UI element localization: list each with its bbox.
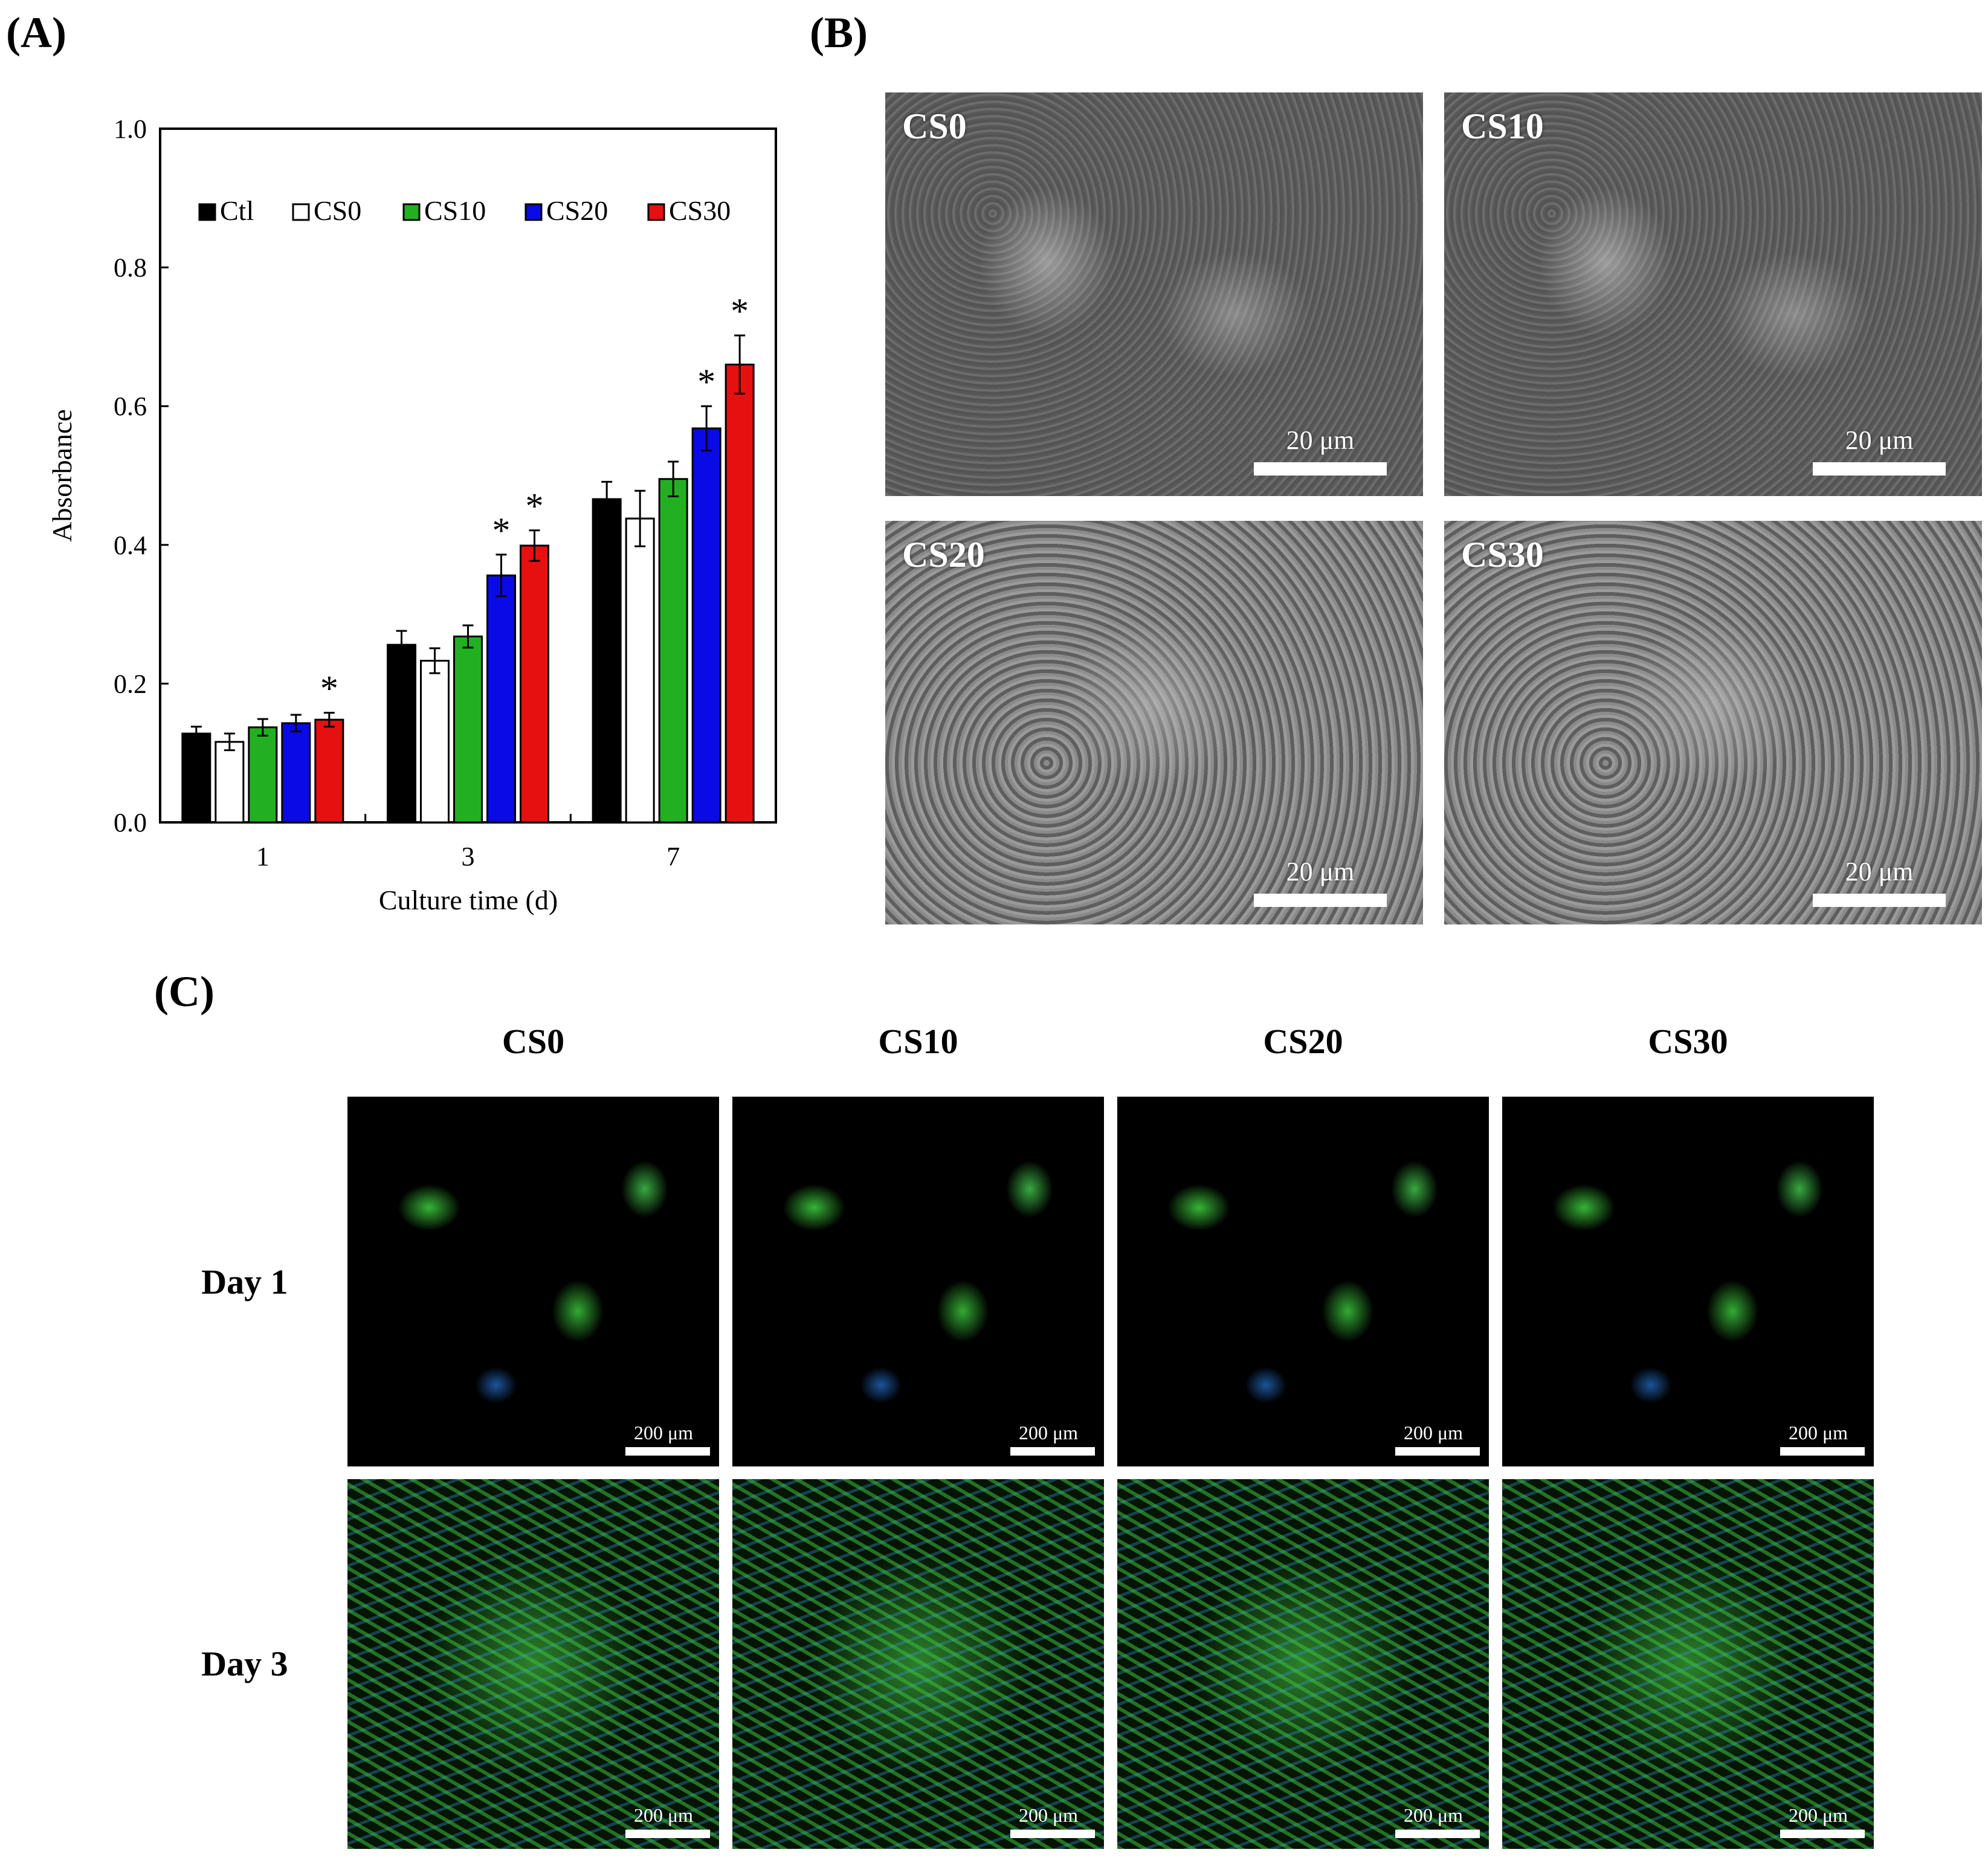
fluorescence-image-day3-cs30: 200 μm	[1502, 1479, 1874, 1849]
scale-text: 200 μm	[633, 1422, 694, 1443]
bar-cs20-day1	[281, 722, 311, 824]
bar-cs0-day7	[625, 517, 655, 824]
column-header-cs10: CS10	[878, 1022, 958, 1061]
column-header-cs30: CS30	[1648, 1022, 1728, 1061]
bar-cs10-day1	[248, 726, 278, 824]
scale-bar	[1780, 1830, 1865, 1838]
significance-marker: *	[697, 362, 715, 402]
scale-bar	[1813, 894, 1946, 907]
scale-text: 20 μm	[1286, 857, 1355, 886]
panel-label-b: (B)	[810, 8, 868, 57]
sem-image-cs10: CS10 20 μm	[1444, 92, 1982, 496]
bar-cs0-day3	[420, 660, 450, 824]
x-axis: 1 3 7	[256, 814, 680, 871]
column-header-cs0: CS0	[502, 1022, 565, 1061]
y-tick-label: 0.0	[114, 808, 147, 837]
scale-text: 200 μm	[633, 1804, 694, 1826]
x-tick-label: 3	[462, 842, 475, 871]
bar-series: * * * * *	[181, 291, 755, 824]
fluorescence-image-day1-cs0: 200 μm	[347, 1097, 719, 1466]
fluorescence-image-day3-cs10: 200 μm	[732, 1479, 1104, 1849]
scale-text: 20 μm	[1286, 425, 1355, 455]
sem-image-cs30: CS30 20 μm	[1444, 521, 1982, 924]
legend: Ctl CS0 CS10 CS20 CS30	[198, 195, 731, 226]
sem-image-cs20: CS20 20 μm	[885, 521, 1423, 924]
sem-label: CS0	[902, 106, 967, 146]
bar-cs10-day7	[658, 478, 688, 824]
legend-swatch-cs20	[524, 203, 543, 221]
sem-label: CS30	[1461, 535, 1544, 575]
scale-text: 200 μm	[1403, 1422, 1464, 1443]
legend-label-cs0: CS0	[314, 195, 361, 226]
scale-text: 200 μm	[1788, 1804, 1848, 1826]
scale-bar	[1813, 462, 1946, 476]
column-header-cs20: CS20	[1263, 1022, 1343, 1061]
sem-image-cs0: CS0 20 μm	[885, 92, 1423, 496]
legend-label-ctl: Ctl	[220, 195, 254, 226]
fluorescence-image-day3-cs20: 200 μm	[1117, 1479, 1489, 1849]
scale-text: 200 μm	[1018, 1804, 1079, 1826]
scale-bar	[1254, 894, 1387, 907]
legend-label-cs30: CS30	[669, 195, 731, 226]
row-header-day3: Day 3	[201, 1644, 288, 1683]
scale-bar	[1010, 1830, 1095, 1838]
bar-cs20-day3	[486, 574, 516, 824]
legend-swatch-cs30	[647, 203, 665, 221]
fluorescence-image-day3-cs0: 200 μm	[347, 1479, 719, 1849]
bar-cs0-day1	[215, 741, 245, 824]
legend-swatch-cs0	[292, 203, 310, 221]
legend-swatch-cs10	[402, 203, 421, 221]
significance-marker: *	[492, 511, 511, 550]
scale-bar	[625, 1830, 710, 1838]
bar-cs30-day3	[520, 544, 549, 824]
bar-ctl-day1	[181, 732, 211, 824]
scale-bar	[1010, 1447, 1095, 1456]
y-tick-label: 0.6	[114, 392, 147, 421]
bar-ctl-day7	[592, 498, 622, 824]
y-tick-label: 0.2	[114, 669, 147, 698]
x-tick-label: 7	[666, 842, 680, 871]
sem-label: CS10	[1461, 106, 1544, 146]
scale-text: 20 μm	[1845, 425, 1914, 455]
significance-marker: *	[320, 669, 338, 709]
scale-bar	[1254, 462, 1387, 476]
bar-cs20-day7	[691, 427, 721, 824]
row-header-day1: Day 1	[201, 1262, 288, 1302]
bar-ctl-day3	[387, 644, 416, 824]
sem-label: CS20	[902, 535, 985, 575]
bar-cs10-day3	[453, 635, 483, 824]
significance-marker: *	[731, 291, 749, 331]
bar-cs30-day7	[725, 363, 755, 824]
y-tick-label: 0.4	[114, 531, 147, 560]
y-tick-label: 1.0	[114, 114, 147, 144]
scale-bar	[1395, 1447, 1480, 1456]
scale-text: 200 μm	[1788, 1422, 1848, 1443]
legend-swatch-ctl	[198, 203, 216, 221]
fluorescence-image-day1-cs20: 200 μm	[1117, 1097, 1489, 1466]
bar-cs30-day1	[314, 718, 344, 824]
panel-label-a: (A)	[6, 8, 66, 57]
scale-text: 200 μm	[1018, 1422, 1079, 1443]
x-axis-label: Culture time (d)	[379, 885, 558, 915]
fluorescence-image-day1-cs10: 200 μm	[732, 1097, 1104, 1466]
scale-text: 200 μm	[1403, 1804, 1464, 1826]
y-axis: 0.0 0.2 0.4 0.6 0.8 1.0	[114, 114, 169, 837]
y-axis-label: Absorbance	[47, 409, 77, 542]
scale-text: 20 μm	[1845, 857, 1914, 886]
fluorescence-image-day1-cs30: 200 μm	[1502, 1097, 1874, 1466]
legend-label-cs10: CS10	[424, 195, 486, 226]
y-tick-label: 0.8	[114, 253, 147, 283]
significance-marker: *	[526, 486, 544, 526]
panel-label-c: (C)	[154, 967, 215, 1016]
legend-label-cs20: CS20	[546, 195, 608, 226]
x-tick-label: 1	[256, 842, 269, 871]
scale-bar	[1780, 1447, 1865, 1456]
scale-bar	[625, 1447, 710, 1456]
scale-bar	[1395, 1830, 1480, 1838]
